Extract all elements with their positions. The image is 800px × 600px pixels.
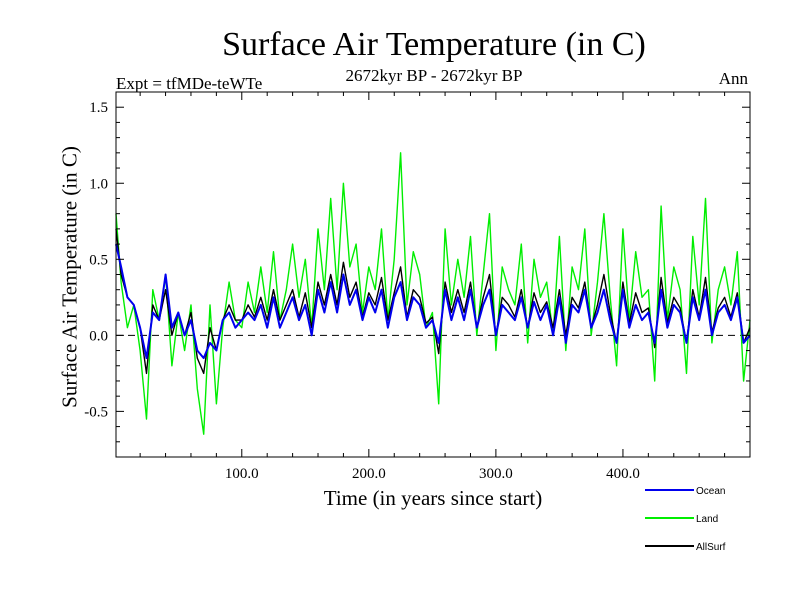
y-tick-label: 1.5 (89, 100, 108, 116)
x-tick-label: 100.0 (225, 466, 259, 482)
series-line-allsurf (115, 228, 751, 375)
x-tick-label: 200.0 (352, 466, 386, 482)
y-tick-label: 0.5 (89, 252, 108, 268)
x-axis-label: Time (in years since start) (323, 486, 543, 510)
y-tick-label: -0.5 (84, 404, 108, 420)
x-tick-label: 400.0 (606, 466, 640, 482)
y-tick-label: 1.0 (89, 176, 108, 192)
plot-frame (115, 91, 751, 458)
legend-label-ocean: Ocean (696, 486, 725, 497)
legend-label-allsurf: AllSurf (696, 542, 726, 553)
chart-subtitle: 2672kyr BP - 2672kyr BP (345, 66, 523, 85)
legend-label-land: Land (696, 514, 718, 525)
chart-title: Surface Air Temperature (in C) (222, 26, 646, 63)
x-tick-label: 300.0 (479, 466, 513, 482)
series-line-ocean (115, 243, 751, 360)
y-tick-label: 0.0 (89, 328, 108, 344)
season-label: Ann (718, 69, 748, 88)
experiment-label: Expt = tfMDe-teWTe (116, 74, 263, 93)
series-line-land (115, 152, 751, 435)
